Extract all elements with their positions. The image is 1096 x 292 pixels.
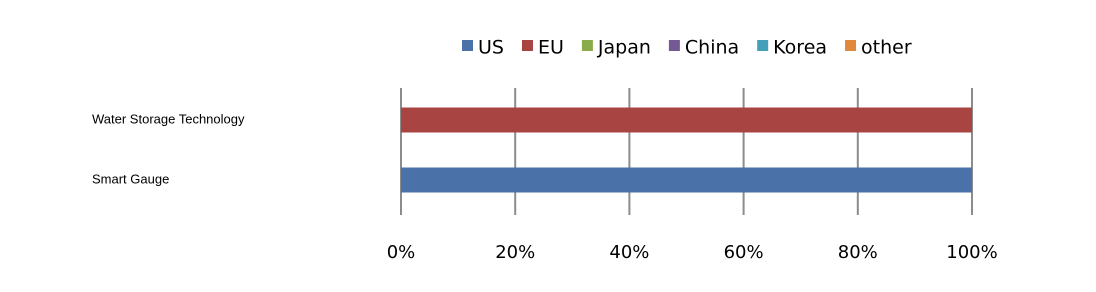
bar-segment — [401, 167, 972, 193]
legend-label: China — [685, 37, 739, 59]
legend-swatch — [845, 40, 857, 51]
legend-swatch — [757, 40, 769, 51]
legend-label: US — [478, 37, 504, 59]
legend-label: Korea — [773, 37, 827, 59]
x-tick-label: 80% — [838, 242, 878, 263]
legend-swatch — [521, 40, 533, 51]
x-tick-label: 60% — [724, 242, 764, 263]
legend-label: Japan — [597, 37, 651, 59]
legend-label: other — [861, 37, 912, 59]
x-tick-label: 0% — [387, 242, 416, 263]
legend-swatch — [668, 40, 680, 51]
legend-swatch — [462, 40, 473, 51]
legend-swatch — [581, 40, 593, 51]
category-label: Water Storage Technology — [92, 111, 245, 126]
category-label: Smart Gauge — [92, 171, 169, 186]
x-tick-label: 100% — [946, 242, 997, 263]
x-tick-label: 20% — [495, 242, 535, 263]
legend-label: EU — [538, 37, 564, 59]
x-tick-label: 40% — [609, 242, 649, 263]
bar-segment — [401, 107, 972, 133]
